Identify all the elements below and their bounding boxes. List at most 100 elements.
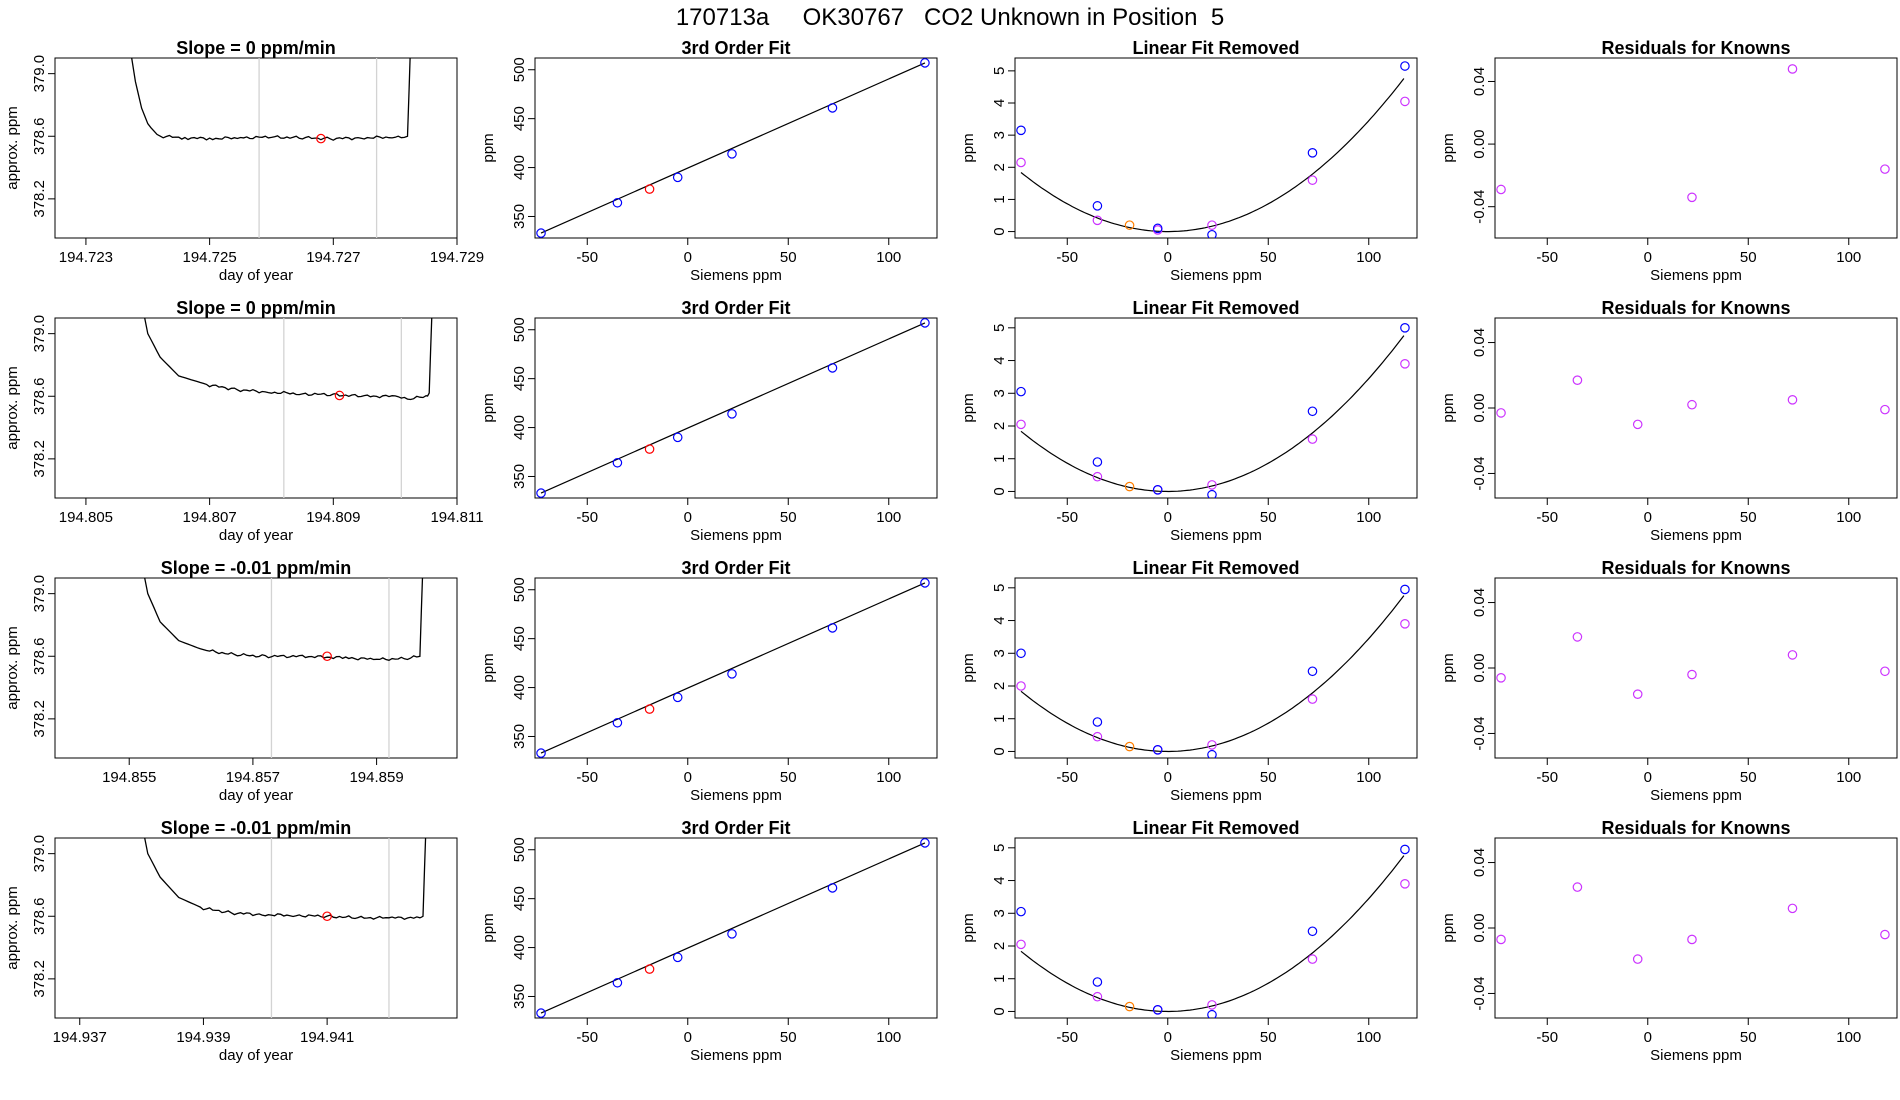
y-tick-label: 400 [511,935,528,960]
y-tick-label: 0.04 [1471,588,1488,617]
known-point [1400,61,1410,71]
data-layer [536,578,930,758]
y-tick-label: 378.6 [31,897,48,935]
panel-title: Slope = -0.01 ppm/min [161,558,352,578]
data-layer [1496,64,1890,203]
plot-frame [534,577,938,759]
y-tick-label: 0 [991,227,1008,235]
y-tick-label: 400 [511,155,528,180]
known-point [920,318,930,328]
ppm-trace [144,578,424,661]
residual-point [1572,882,1583,892]
y-tick-label: 4 [991,99,1008,107]
y-tick-label: 378.6 [31,377,48,415]
residual-point [1880,164,1890,174]
y-tick-label: 2 [991,682,1008,690]
x-axis-label: Siemens ppm [690,1047,782,1064]
known-point [727,409,737,419]
y-tick-label: 378.2 [31,180,48,218]
y-tick-label: 379.0 [31,835,48,873]
x-axis-label: Siemens ppm [690,527,782,544]
residual-point [1496,673,1506,683]
y-axis-label: ppm [1440,653,1457,682]
x-tick-label: 194.809 [306,509,360,526]
known-point [1016,648,1026,659]
x-tick-label: 50 [780,249,797,266]
x-tick-label: 194.727 [306,249,360,266]
unknown-marker [334,390,345,401]
y-tick-label: 400 [511,415,528,440]
y-tick-label: 2 [991,942,1008,950]
panel-fit-row3: 3rd Order Fit -50 0 50 100 350 400 450 500 Siemen… [480,558,938,804]
x-tick-label: 0 [1644,249,1652,266]
x-tick-label: 50 [1740,1029,1757,1046]
x-tick-label: -50 [1056,249,1078,266]
known-point [672,432,683,443]
x-tick-label: 194.805 [59,509,113,526]
known-point [827,623,838,633]
x-tick-label: 50 [1740,249,1757,266]
known-point-uncorrected [1016,681,1026,691]
panel-resid-row3: Residuals for Knowns -50 0 50 100 -0.04 0.00 0.… [1440,558,1898,804]
y-tick-label: 1 [991,975,1008,983]
x-tick-label: 194.807 [182,509,236,526]
x-tick-label: 0 [1164,249,1172,266]
y-tick-label: 0 [991,747,1008,755]
plot-frame [1494,837,1898,1019]
y-tick-label: 350 [511,724,528,749]
known-point [672,692,683,703]
x-tick-label: -50 [576,509,598,526]
x-axis-label: Siemens ppm [1170,787,1262,804]
known-point-uncorrected [1400,96,1410,107]
data-layer [536,318,930,498]
y-axis-label: ppm [960,913,977,942]
panel-title: Linear Fit Removed [1132,558,1299,578]
y-tick-label: 5 [991,67,1008,75]
residual-point [1787,395,1798,405]
plot-frame [534,317,938,499]
data-layer [1496,632,1890,699]
plot-frame [534,57,938,239]
known-point-uncorrected [1016,419,1026,430]
residual-point [1787,903,1798,914]
known-point [1152,745,1163,755]
y-tick-label: 378.2 [31,700,48,738]
known-point [536,1008,546,1018]
x-tick-label: 194.855 [102,769,156,786]
y-axis-label: ppm [1440,913,1457,942]
y-tick-label: 350 [511,984,528,1009]
known-point [612,977,623,988]
residual-point [1880,666,1890,677]
x-tick-label: 50 [1260,509,1277,526]
y-tick-label: 379.0 [31,575,48,613]
y-tick-label: 3 [991,131,1008,139]
x-axis-label: day of year [219,527,293,544]
y-tick-label: 379.0 [31,55,48,93]
unknown-point [644,964,655,974]
y-tick-label: 5 [991,584,1008,592]
known-point [1016,906,1026,917]
known-point [612,457,623,468]
known-point [920,578,930,588]
known-point [1307,926,1318,937]
x-axis-label: Siemens ppm [1650,527,1742,544]
x-tick-label: 50 [780,509,797,526]
unknown-point [644,704,655,714]
x-axis-label: Siemens ppm [690,787,782,804]
panel-resid-row4: Residuals for Knowns -50 0 50 100 -0.04 0.00 0.… [1440,818,1898,1064]
y-tick-label: 378.6 [31,117,48,155]
y-tick-label: 500 [511,577,528,602]
known-point-uncorrected [1207,480,1217,490]
x-tick-label: 100 [1836,1029,1861,1046]
plot-frame [1014,837,1418,1019]
y-tick-label: 400 [511,675,528,700]
known-point [827,883,838,893]
y-tick-label: 379.0 [31,315,48,353]
y-tick-label: 4 [991,876,1008,884]
panel-title: Linear Fit Removed [1132,818,1299,838]
panel-title: 3rd Order Fit [681,818,790,838]
known-point [536,748,546,758]
residual-point [1687,669,1697,680]
x-tick-label: 100 [1836,249,1861,266]
